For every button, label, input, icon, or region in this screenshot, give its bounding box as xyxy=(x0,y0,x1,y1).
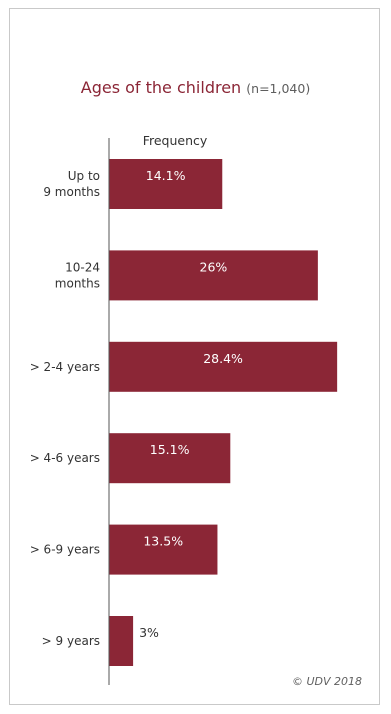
category-label-1-0: 10-24 xyxy=(65,260,100,274)
bar-0 xyxy=(109,159,223,209)
category-label-0-0: Up to xyxy=(68,169,100,183)
chart-subtitle: (n=1,040) xyxy=(246,81,311,96)
value-label-5: 3% xyxy=(139,625,159,640)
x-axis-label: Frequency xyxy=(143,133,208,148)
chart-title: Ages of the children (n=1,040) xyxy=(0,78,391,97)
value-label-2: 28.4% xyxy=(203,351,243,366)
value-label-0: 14.1% xyxy=(146,168,186,183)
bar-1 xyxy=(109,250,318,301)
bar-5 xyxy=(109,616,134,666)
category-label-4-0: > 6-9 years xyxy=(30,543,100,557)
value-label-3: 15.1% xyxy=(150,442,190,457)
category-label-1-1: months xyxy=(55,276,100,290)
category-label-2-0: > 2-4 years xyxy=(30,360,100,374)
category-label-5-0: > 9 years xyxy=(42,634,100,648)
copyright-credit: © UDV 2018 xyxy=(292,675,363,688)
chart-title-text: Ages of the children xyxy=(80,78,242,97)
bar-3 xyxy=(109,433,231,484)
value-label-4: 13.5% xyxy=(143,534,183,549)
bar-2 xyxy=(109,341,338,392)
category-label-0-1: 9 months xyxy=(43,185,100,199)
bar-4 xyxy=(109,524,218,575)
category-label-3-0: > 4-6 years xyxy=(30,451,100,465)
value-label-1: 26% xyxy=(200,259,228,274)
